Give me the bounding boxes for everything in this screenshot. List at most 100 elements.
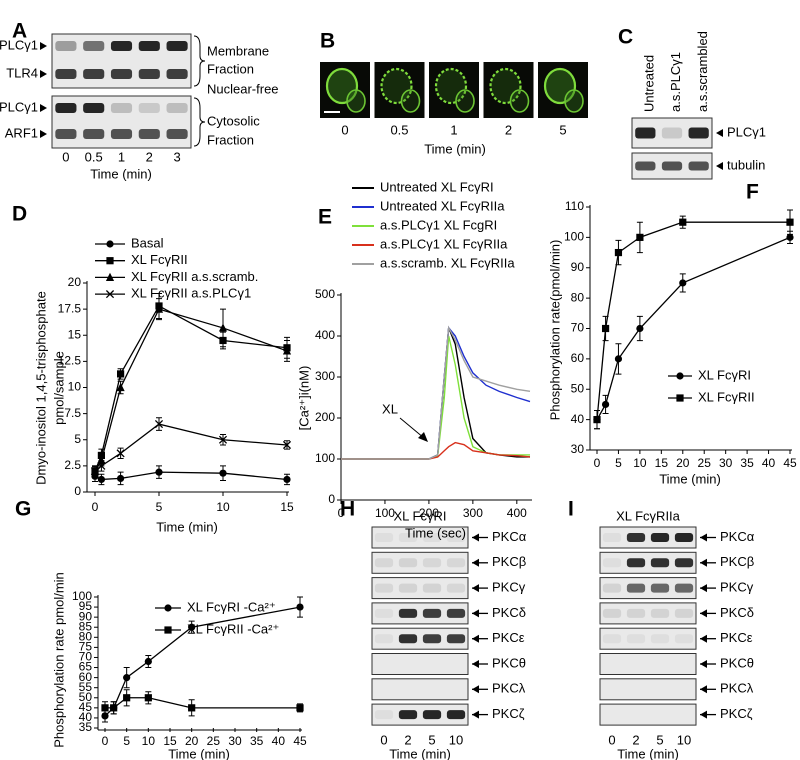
arrowhead [472,558,479,567]
cell [400,89,421,113]
band [110,69,133,79]
data-point [123,674,131,682]
y-tick-label: 30 [571,442,585,456]
row-label: PKCδ [720,605,754,620]
blot [371,577,469,600]
band [626,558,646,568]
blot [371,602,469,625]
lane-label: 0.5 [85,149,103,164]
x-tick-label: 25 [207,734,221,748]
data-point [636,324,644,333]
data-point [219,469,227,477]
arrowhead [700,533,707,542]
band [661,127,683,139]
blot [371,653,469,675]
lane-label: 10 [449,732,463,747]
x-tick-label: 15 [655,456,669,470]
x-tick-label: 5 [123,734,130,748]
panel-letter: I [568,498,574,521]
row-label: PKCλ [492,681,526,696]
band [602,583,622,593]
band [138,103,160,113]
lane-label: 5 [559,122,566,137]
blot [599,602,697,625]
data-point [188,704,196,712]
band [83,41,105,51]
row-label: PLCγ1 [727,124,766,139]
band [374,583,394,593]
x-tick-label: 35 [740,456,754,470]
x-tick-label: 30 [719,456,733,470]
column-label: a.s.PLCγ1 [668,52,683,112]
x-tick-label: 10 [142,734,156,748]
series-line [94,305,288,472]
band [650,583,670,593]
band [602,608,622,618]
arrowhead [418,432,428,442]
row-label: PKCε [720,630,753,645]
fraction-label: Membrane [207,43,269,58]
y-tick-label: 2.5 [64,458,81,472]
x-tick-label: 100 [375,506,395,520]
column-label: a.s.scrambled [695,31,710,112]
x-tick-label: 45 [783,456,797,470]
legend-label: Basal [131,235,164,250]
band [650,634,670,644]
blot [371,703,469,726]
data-point [97,475,105,484]
band [422,608,442,618]
band [374,558,394,568]
row-label: PKCδ [492,605,526,620]
axis-label: Time (min) [424,141,486,156]
band [674,533,694,542]
panel-letter: H [340,498,355,521]
arrowhead [700,634,707,643]
data-point [283,475,291,484]
lane-label: 3 [173,149,180,164]
data-point [679,279,687,287]
x-tick-label: 20 [676,456,690,470]
arrowhead [472,609,479,618]
data-point [110,704,118,712]
band [138,129,160,139]
x-tick-label: 15 [280,500,294,514]
band [110,41,133,51]
x-tick-label: 400 [507,506,527,520]
band [446,583,466,593]
band [83,103,105,113]
legend-label: XL FcγRII [131,252,188,267]
x-tick-label: 0 [102,734,109,748]
y-axis-label: [Ca²⁺]i(nM) [296,366,311,431]
y-tick-label: 85 [79,619,93,633]
data-point [97,461,106,470]
band [650,533,670,542]
arrowhead [472,634,479,643]
band [398,583,418,593]
lane-label: 2 [632,732,639,747]
y-tick-label: 55 [79,680,93,694]
row-label: PKCλ [720,681,754,696]
data-point [786,233,794,241]
blot [371,526,469,549]
panel-letter: D [12,203,27,226]
arrowhead [472,685,479,694]
x-tick-label: 15 [163,734,177,748]
data-point [123,694,131,702]
x-tick-label: 300 [463,506,483,520]
blot-title: XL FcγRI [394,508,447,523]
lane-label: 2 [146,149,153,164]
data-point [601,324,610,333]
lane-label: 2 [505,122,512,137]
x-axis-label: Time (min) [168,746,230,760]
data-point [679,218,687,226]
column-label: Untreated [641,55,656,112]
y-tick-label: 100 [315,451,335,465]
x-tick-label: 10 [216,500,230,514]
band [422,558,442,568]
arrowhead [472,710,479,719]
band [422,583,442,593]
data-point [296,704,304,712]
data-point [116,382,125,392]
band [55,69,77,79]
